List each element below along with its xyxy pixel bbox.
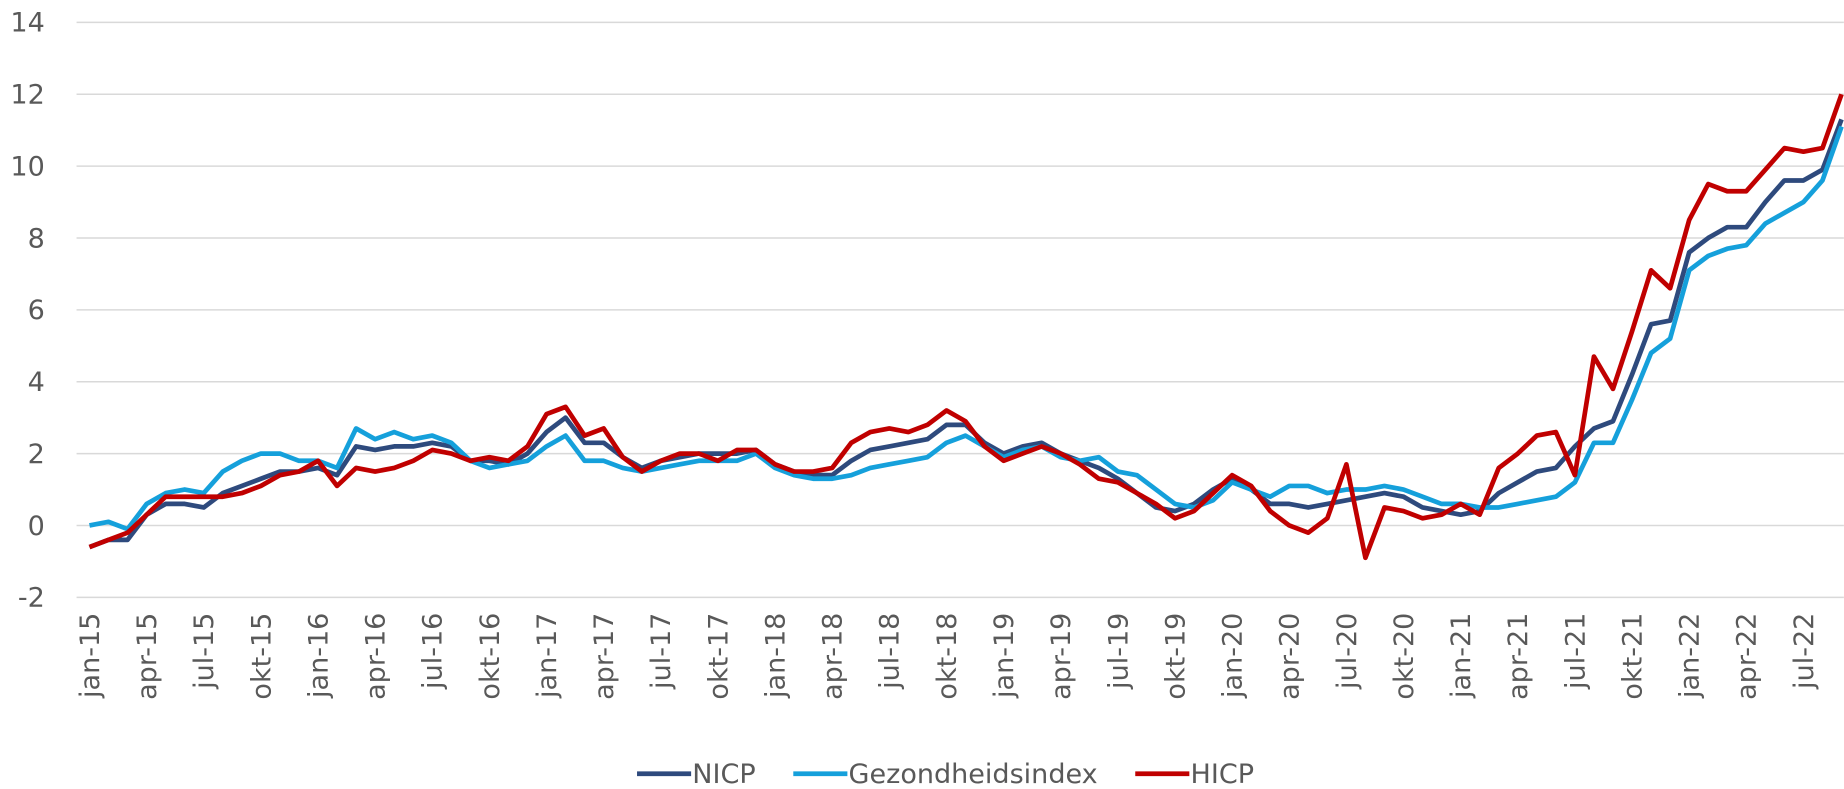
legend-label: NICP xyxy=(692,759,755,789)
x-tick-label: okt-18 xyxy=(932,613,963,700)
y-tick-label: 10 xyxy=(10,151,44,182)
legend-label: HICP xyxy=(1191,759,1254,789)
y-tick-label: 12 xyxy=(10,80,44,111)
x-tick-label: jul-17 xyxy=(646,613,677,690)
x-tick-label: apr-20 xyxy=(1275,613,1306,700)
x-tick-label: jan-22 xyxy=(1675,613,1706,699)
x-tick-label: jan-20 xyxy=(1218,613,1249,699)
series-line xyxy=(88,118,1844,550)
x-tick-label: jul-16 xyxy=(418,613,449,690)
x-tick-label: okt-20 xyxy=(1389,613,1420,700)
x-tick-label: apr-17 xyxy=(589,613,620,700)
y-tick-label: 0 xyxy=(28,511,45,542)
series-line xyxy=(89,125,1844,532)
x-tick-label: jul-20 xyxy=(1332,613,1363,690)
series-line xyxy=(88,93,1844,561)
y-tick-label: 6 xyxy=(28,295,45,326)
x-tick-label: jul-19 xyxy=(1103,613,1134,690)
x-tick-label: apr-18 xyxy=(818,613,849,700)
x-tick-label: jul-22 xyxy=(1789,613,1820,690)
x-tick-label: jul-21 xyxy=(1560,613,1591,690)
x-tick-label: apr-15 xyxy=(132,613,163,700)
x-tick-label: apr-19 xyxy=(1046,613,1077,700)
x-tick-label: okt-17 xyxy=(703,613,734,700)
legend: NICP Gezondheidsindex HICP xyxy=(637,759,1254,789)
x-tick-label: jul-18 xyxy=(875,613,906,690)
x-tick-label: apr-21 xyxy=(1503,613,1534,700)
x-tick-label: jan-17 xyxy=(532,613,563,699)
x-tick-label: jul-15 xyxy=(189,613,220,690)
x-tick-label: jan-19 xyxy=(989,613,1020,699)
legend-label: Gezondheidsindex xyxy=(849,759,1098,789)
y-tick-label: 4 xyxy=(28,367,45,398)
x-tick-label: okt-19 xyxy=(1160,613,1191,700)
x-tick-label: okt-15 xyxy=(246,613,277,700)
x-tick-label: jan-15 xyxy=(75,613,106,699)
y-tick-label: 14 xyxy=(10,8,44,39)
x-tick-label: okt-21 xyxy=(1617,613,1648,700)
y-tick-label: 2 xyxy=(28,439,45,470)
x-tick-label: okt-16 xyxy=(475,613,506,700)
x-tick-label: jan-18 xyxy=(760,613,791,699)
x-tick-label: apr-22 xyxy=(1732,613,1763,700)
y-tick-label: -2 xyxy=(18,583,45,614)
x-tick-label: jan-21 xyxy=(1446,613,1477,699)
x-tick-label: jan-16 xyxy=(303,613,334,699)
y-tick-label: 8 xyxy=(28,223,45,254)
x-tick-label: apr-16 xyxy=(361,613,392,700)
